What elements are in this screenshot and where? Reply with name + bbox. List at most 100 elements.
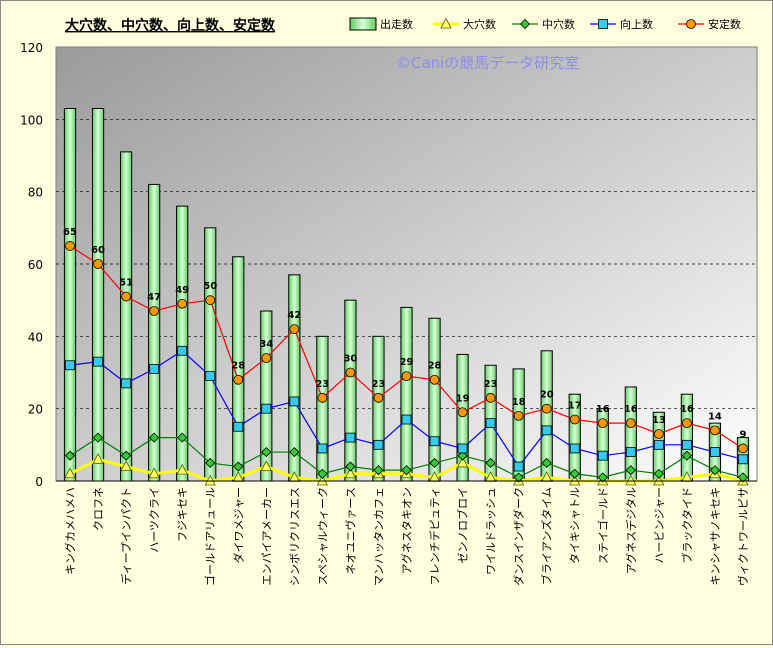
- x-tick-label: ゼンノロブロイ: [456, 487, 470, 563]
- x-tick-label: ハービンジャー: [653, 487, 666, 563]
- x-tick-label: ブライアンズタイム: [540, 487, 554, 585]
- point: [457, 407, 468, 418]
- series-2: [64, 432, 749, 483]
- point: [457, 443, 468, 454]
- point: [709, 465, 721, 476]
- point: [177, 345, 188, 356]
- bar: [63, 107, 77, 482]
- point: [710, 425, 720, 436]
- point: [485, 457, 496, 468]
- x-axis: キングカメハメハ クロフネ ディープインパクト ハーツクライ フジキセキ ゴールドアリュー…: [56, 480, 757, 586]
- legend-label: 中穴数: [542, 17, 575, 31]
- point: [440, 17, 452, 29]
- point: [738, 454, 748, 465]
- legend: 出走数 大穴数 中穴数 向上数 安定数: [349, 17, 741, 31]
- y-tick-label: 40: [28, 330, 43, 344]
- point: [205, 457, 216, 468]
- series-4: [65, 241, 748, 454]
- point: [149, 363, 160, 374]
- chart-title: 大穴数、中穴数、向上数、安定数: [65, 17, 276, 34]
- bar: [316, 335, 329, 482]
- point: [625, 465, 636, 476]
- point: [289, 447, 300, 458]
- point: [485, 392, 496, 403]
- point: [710, 447, 720, 457]
- point: [653, 439, 664, 450]
- bar: [400, 306, 413, 482]
- point: [261, 353, 272, 363]
- x-tick-label: キンシャサノキセキ: [709, 487, 722, 585]
- point: [64, 467, 76, 479]
- x-tick-label: ネオユニヴァース: [343, 487, 357, 574]
- x-tick-label: フジキセキ: [176, 487, 189, 542]
- point: [121, 450, 132, 461]
- x-tick-label: ステイゴールド: [596, 487, 610, 564]
- point: [597, 418, 608, 429]
- point: [373, 439, 384, 450]
- point: [317, 392, 328, 403]
- watermark: ©Caniの競馬データ研究室: [396, 54, 579, 72]
- point: [289, 324, 300, 335]
- point: [401, 371, 412, 382]
- point: [373, 465, 384, 476]
- point: [682, 439, 692, 450]
- data-label: 16: [596, 404, 610, 415]
- point: [344, 467, 357, 479]
- point: [345, 461, 356, 472]
- point: [121, 378, 131, 389]
- point: [401, 465, 412, 476]
- point: [233, 421, 244, 432]
- y-tick-label: 100: [20, 113, 43, 127]
- point: [149, 306, 160, 316]
- point: [682, 418, 692, 429]
- point: [569, 474, 581, 486]
- point: [233, 461, 244, 472]
- point: [148, 467, 160, 479]
- point: [597, 472, 608, 483]
- point: [176, 463, 188, 475]
- point: [456, 456, 469, 468]
- point: [513, 472, 524, 483]
- point: [569, 414, 580, 425]
- legend-item: 安定数: [678, 17, 741, 31]
- x-tick-label: フレンチデピュティ: [428, 487, 442, 585]
- point: [260, 460, 272, 471]
- y-tick-label: 20: [28, 403, 43, 417]
- point: [205, 295, 216, 306]
- point: [317, 468, 328, 479]
- point: [513, 410, 524, 421]
- x-tick-label: スペシャルウィーク: [316, 487, 329, 585]
- data-label: 16: [624, 404, 638, 415]
- legend-label: 大穴数: [463, 17, 496, 31]
- y-axis: 0 20 40 60 80 100 120: [20, 41, 43, 489]
- point: [93, 356, 103, 367]
- point: [625, 474, 637, 486]
- data-label: 14: [708, 411, 722, 422]
- data-label: 19: [456, 393, 470, 404]
- point: [92, 432, 104, 443]
- point: [653, 429, 664, 439]
- point: [429, 374, 440, 385]
- point: [737, 472, 749, 483]
- point: [429, 457, 440, 468]
- x-tick-label: ハーツクライ: [148, 487, 161, 553]
- point: [204, 474, 216, 486]
- x-tick-label: ダイワメジャー: [231, 487, 245, 563]
- legend-swatch: [349, 17, 377, 31]
- point: [205, 371, 216, 382]
- point: [681, 450, 692, 461]
- series-lines: 65 60 51 47 49 50 28 34 42 23 30 23 29 28 19 23 18 20 17 16…: [63, 227, 749, 486]
- x-tick-label: クロフネ: [92, 487, 105, 531]
- point: [92, 452, 104, 464]
- point: [569, 468, 580, 479]
- point: [289, 396, 300, 407]
- data-label: 23: [315, 379, 329, 390]
- x-tick-label: ダンスインザダーク: [512, 487, 526, 586]
- data-label: 60: [91, 245, 105, 256]
- bar: [91, 107, 105, 482]
- bar: [372, 335, 385, 482]
- data-label: 47: [147, 292, 161, 303]
- legend-label: 安定数: [708, 17, 741, 31]
- data-label: 23: [484, 379, 498, 390]
